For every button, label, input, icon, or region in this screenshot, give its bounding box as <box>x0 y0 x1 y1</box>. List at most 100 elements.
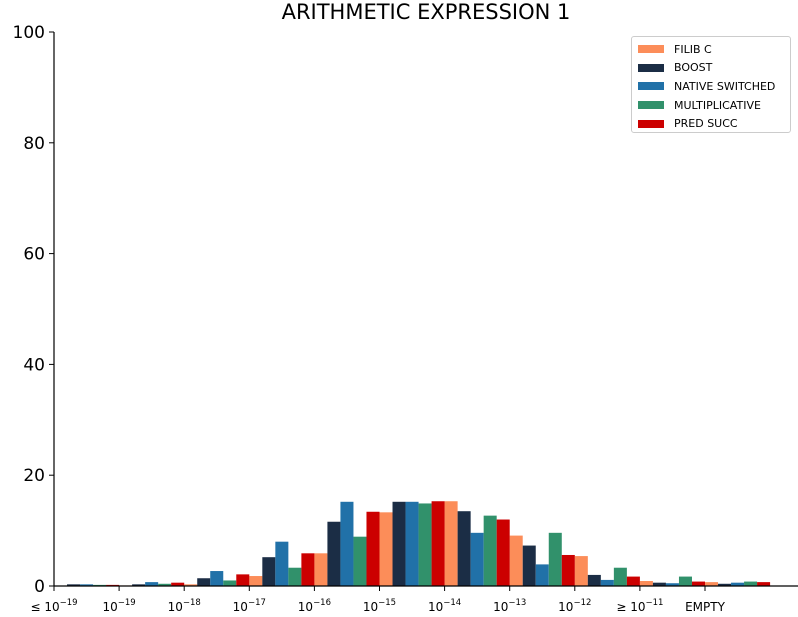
legend-swatch <box>638 119 664 128</box>
bar-filib-c-5 <box>379 512 393 586</box>
bar-boost-5 <box>392 501 406 586</box>
bar-multiplicative-7 <box>548 532 562 586</box>
legend-item: BOOST <box>638 59 790 78</box>
bar-pred-succ-1 <box>171 582 185 586</box>
legend-item: PRED SUCC <box>638 114 790 133</box>
legend-item: NATIVE SWITCHED <box>638 77 790 96</box>
x-tick-label-exponent: −13 <box>508 598 526 608</box>
bar-multiplicative-10 <box>744 581 758 586</box>
bar-pred-succ-4 <box>366 511 380 586</box>
x-tick-label-base: 10 <box>558 600 573 614</box>
bar-pred-succ-9 <box>691 581 705 586</box>
x-tick-label-exponent: −14 <box>443 598 461 608</box>
x-tick-label-base: 10 <box>493 600 508 614</box>
bar-multiplicative-4 <box>353 536 367 586</box>
x-tick-label: 10−14 <box>428 598 461 614</box>
legend-label: NATIVE SWITCHED <box>674 79 776 93</box>
bar-boost-7 <box>522 545 536 586</box>
bar-boost-4 <box>327 521 341 586</box>
x-tick-label: 10−15 <box>363 598 396 614</box>
y-tick-label: 60 <box>23 245 45 265</box>
x-tick-label-exponent: −17 <box>248 598 266 608</box>
x-tick-label: 10−17 <box>233 598 266 614</box>
bar-pred-succ-3 <box>301 553 315 586</box>
bar-native-switched-7 <box>535 564 549 586</box>
legend-swatch <box>638 63 664 72</box>
bar-multiplicative-8 <box>613 567 627 586</box>
bar-filib-c-6 <box>444 501 458 586</box>
bar-native-switched-3 <box>275 541 289 586</box>
legend-item: MULTIPLICATIVE <box>638 96 790 115</box>
bar-multiplicative-1 <box>158 583 172 586</box>
x-tick-label-base: 10 <box>428 600 443 614</box>
bar-pred-succ-8 <box>626 576 640 586</box>
bars-layer <box>67 501 771 586</box>
x-tick-label: EMPTY <box>685 600 726 614</box>
bar-boost-9 <box>652 582 666 586</box>
y-ticks: 0 20 40 60 80 100 <box>13 23 54 597</box>
bar-native-switched-0 <box>80 584 94 586</box>
bar-filib-c-7 <box>509 535 523 586</box>
x-tick-label: ≤ 10−19 <box>30 598 77 614</box>
bar-filib-c-10 <box>705 582 719 586</box>
x-tick-label-exponent: −16 <box>313 598 331 608</box>
bar-native-switched-1 <box>145 582 159 586</box>
bar-native-switched-6 <box>470 532 484 586</box>
bar-multiplicative-2 <box>223 580 237 586</box>
bar-boost-10 <box>718 583 732 586</box>
bar-boost-2 <box>197 578 211 586</box>
x-tick-label-exponent: −18 <box>183 598 201 608</box>
bar-multiplicative-9 <box>678 576 692 586</box>
bar-pred-succ-2 <box>236 574 250 586</box>
bar-multiplicative-5 <box>418 503 432 586</box>
legend-item: FILIB C <box>638 40 790 59</box>
legend-label: PRED SUCC <box>674 117 738 131</box>
bar-pred-succ-7 <box>561 554 575 586</box>
x-tick-label-base: 10 <box>102 600 117 614</box>
y-tick-label: 80 <box>23 134 45 154</box>
bar-native-switched-8 <box>600 579 614 586</box>
x-tick-label: 10−19 <box>102 598 135 614</box>
x-tick-label: 10−13 <box>493 598 526 614</box>
bar-boost-8 <box>587 574 601 586</box>
bar-filib-c-3 <box>249 576 263 586</box>
x-tick-label: 10−12 <box>558 598 591 614</box>
bar-filib-c-4 <box>314 553 328 586</box>
y-tick-label: 100 <box>13 23 45 43</box>
x-tick-label-base: ≥ 10 <box>616 600 645 614</box>
bar-native-switched-5 <box>405 501 419 586</box>
bar-pred-succ-10 <box>757 582 771 586</box>
x-tick-label-exponent: −15 <box>378 598 396 608</box>
legend-label: MULTIPLICATIVE <box>674 98 761 112</box>
bar-native-switched-10 <box>731 582 745 586</box>
x-tick-label-base: ≤ 10 <box>30 600 59 614</box>
legend-label: BOOST <box>674 61 713 75</box>
bar-native-switched-4 <box>340 501 354 586</box>
x-ticks: ≤ 10−19 10−19 10−18 10−17 10−16 10−15 10−14 10−… <box>30 586 726 614</box>
x-tick-label-exponent: −11 <box>645 598 663 608</box>
bar-pred-succ-6 <box>496 519 510 586</box>
y-tick-label: 20 <box>23 466 45 486</box>
x-tick-label-base: 10 <box>363 600 378 614</box>
bar-filib-c-8 <box>574 556 588 586</box>
bar-native-switched-9 <box>665 583 679 586</box>
x-tick-label-base: 10 <box>168 600 183 614</box>
legend-swatch <box>638 82 664 91</box>
x-tick-label-base: 10 <box>233 600 248 614</box>
x-tick-label: 10−18 <box>168 598 201 614</box>
x-tick-label-base: EMPTY <box>685 600 726 614</box>
x-tick-label-exponent: −19 <box>118 598 136 608</box>
legend: FILIB C BOOST NATIVE SWITCHED MULTIPLICATIV… <box>631 36 791 133</box>
y-tick-label: 40 <box>23 355 45 375</box>
bar-boost-3 <box>262 557 276 586</box>
bar-multiplicative-6 <box>483 515 497 586</box>
x-tick-label: 10−16 <box>298 598 331 614</box>
bar-boost-1 <box>132 584 146 586</box>
bar-filib-c-2 <box>184 584 198 586</box>
x-tick-label: ≥ 10−11 <box>616 598 663 614</box>
bar-native-switched-2 <box>210 571 224 586</box>
bar-boost-6 <box>457 511 471 586</box>
legend-label: FILIB C <box>674 42 712 56</box>
bar-pred-succ-5 <box>431 501 445 586</box>
